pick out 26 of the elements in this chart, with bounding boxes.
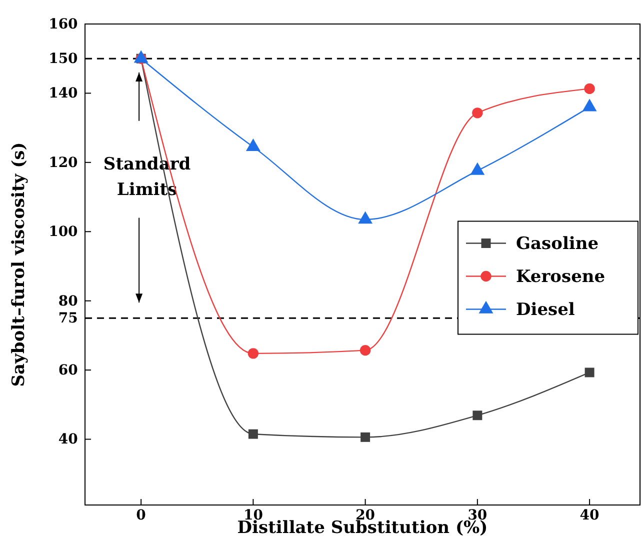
y-tick-label: 140 bbox=[48, 86, 78, 102]
legend-label: Kerosene bbox=[516, 267, 606, 288]
point bbox=[584, 368, 594, 378]
y-tick-label: 160 bbox=[48, 16, 78, 32]
y-tick-label: 80 bbox=[58, 293, 78, 310]
legend-label: Diesel bbox=[516, 300, 576, 320]
y-tick-label: 100 bbox=[48, 224, 78, 240]
y-tick-label: 75 bbox=[58, 310, 78, 327]
legend-label: Gasoline bbox=[516, 234, 599, 254]
point bbox=[360, 344, 371, 356]
point bbox=[360, 432, 370, 442]
x-tick-label: 0 bbox=[136, 508, 146, 524]
point bbox=[134, 50, 148, 63]
point bbox=[358, 211, 373, 224]
y-tick-label: 120 bbox=[48, 154, 78, 171]
y-axis-title: Saybolt–furol viscosity (s) bbox=[9, 142, 29, 387]
y-tick-label: 150 bbox=[48, 51, 78, 68]
point bbox=[248, 429, 258, 439]
point bbox=[582, 98, 597, 112]
point bbox=[470, 162, 485, 175]
y-tick-label: 40 bbox=[58, 432, 78, 448]
x-tick-label: 40 bbox=[580, 508, 600, 524]
point bbox=[246, 138, 260, 152]
point bbox=[472, 410, 482, 420]
point bbox=[248, 348, 259, 359]
y-tick-label: 60 bbox=[58, 362, 78, 379]
